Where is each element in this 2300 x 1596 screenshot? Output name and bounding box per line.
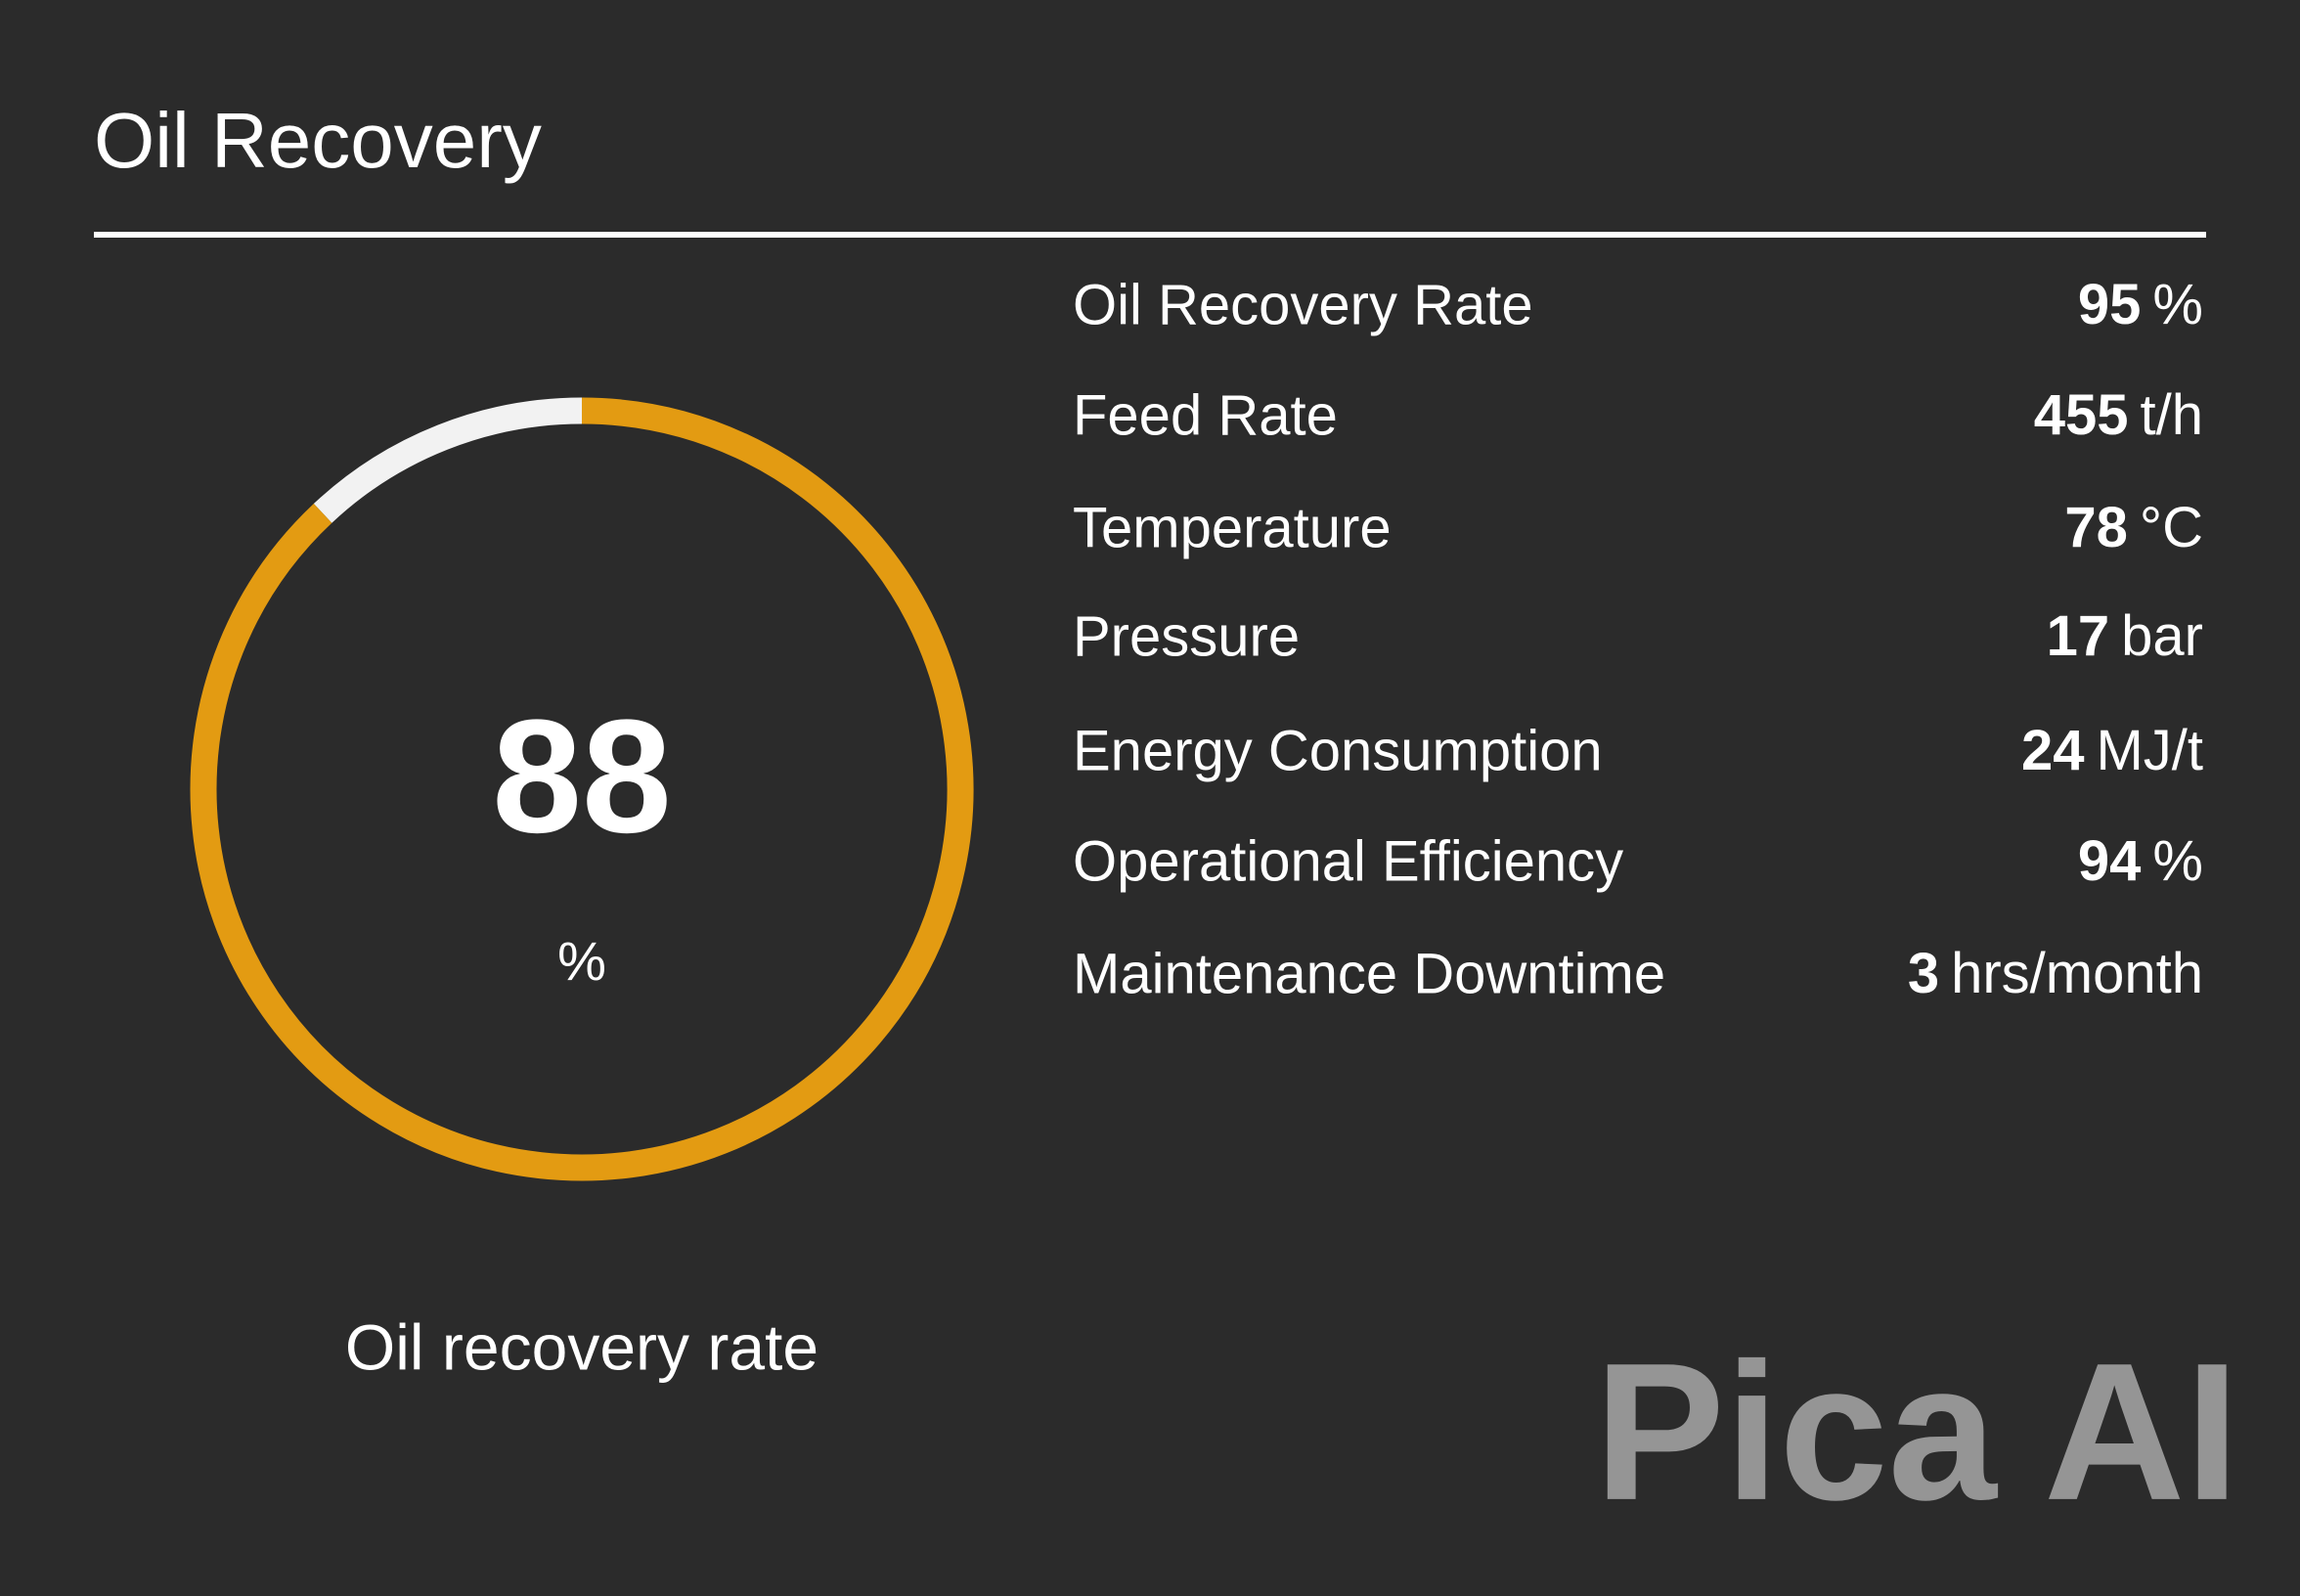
gauge-track [313, 397, 583, 523]
metric-unit: % [2152, 829, 2203, 893]
metric-value: 78 °C [2064, 496, 2203, 559]
metric-unit: hrs/month [1951, 942, 2203, 1005]
gauge-value: 88 [492, 687, 672, 866]
metric-number: 78 [2064, 496, 2128, 559]
metric-label: Feed Rate [1073, 383, 1338, 447]
metric-number: 95 [2078, 273, 2142, 336]
metric-unit: t/h [2141, 383, 2204, 447]
metric-label: Operational Efficiency [1073, 829, 1623, 893]
metric-number: 3 [1908, 942, 1939, 1005]
gauge-arc [190, 397, 974, 1181]
metrics-list: Oil Recovery Rate 95 % Feed Rate 455 t/h Tempe… [1073, 273, 2203, 1005]
metric-label: Oil Recovery Rate [1073, 273, 1533, 336]
metric-label: Energy Consumption [1073, 719, 1603, 782]
metric-number: 94 [2078, 829, 2142, 893]
metric-number: 455 [2034, 383, 2129, 447]
metric-value: 455 t/h [2034, 383, 2203, 447]
metric-unit: °C [2140, 496, 2203, 559]
gauge-unit: % [557, 930, 606, 992]
metric-number: 17 [2047, 604, 2110, 668]
metric-value: 95% [2078, 273, 2203, 336]
metric-unit: % [2152, 273, 2203, 336]
watermark: Pica AI [1594, 1323, 2239, 1541]
metric-value: 24 MJ/t [2021, 719, 2203, 782]
metric-label: Maintenance Downtime [1073, 942, 1665, 1005]
metric-unit: bar [2121, 604, 2203, 668]
metric-value: 17 bar [2047, 604, 2203, 668]
metric-label: Temperature [1073, 496, 1392, 559]
gauge [190, 397, 974, 1181]
metric-value: 3 hrs/month [1908, 942, 2203, 1005]
metric-number: 24 [2021, 719, 2085, 782]
title: Oil Recovery [94, 97, 542, 184]
metric-value: 94% [2078, 829, 2203, 893]
metric-unit: MJ/t [2096, 719, 2203, 782]
metric-label: Pressure [1073, 604, 1300, 668]
gauge-label: Oil recovery rate [345, 1310, 818, 1383]
